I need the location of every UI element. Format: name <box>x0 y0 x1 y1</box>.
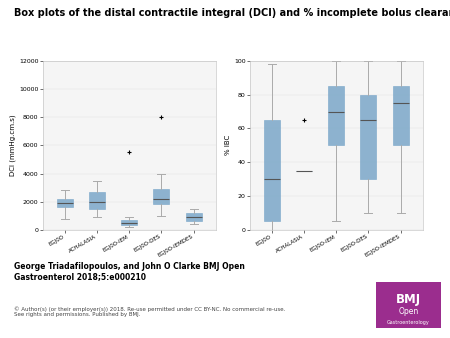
PathPatch shape <box>153 189 170 204</box>
PathPatch shape <box>392 86 409 145</box>
Y-axis label: DCI (mmHg.cm.s): DCI (mmHg.cm.s) <box>10 115 16 176</box>
Text: © Author(s) (or their employer(s)) 2018. Re-use permitted under CC BY-NC. No com: © Author(s) (or their employer(s)) 2018.… <box>14 306 285 317</box>
PathPatch shape <box>360 95 377 179</box>
Text: Gastroenterology: Gastroenterology <box>387 320 430 325</box>
Y-axis label: % IBC: % IBC <box>225 135 231 155</box>
PathPatch shape <box>57 199 73 207</box>
PathPatch shape <box>185 213 202 221</box>
PathPatch shape <box>328 86 344 145</box>
PathPatch shape <box>89 192 105 209</box>
Text: Box plots of the distal contractile integral (DCI) and % incomplete bolus cleara: Box plots of the distal contractile inte… <box>14 8 450 19</box>
Text: Open: Open <box>398 307 418 316</box>
PathPatch shape <box>122 220 137 225</box>
PathPatch shape <box>264 120 280 221</box>
Text: BMJ: BMJ <box>396 293 421 306</box>
Text: George Triadafilopoulos, and John O Clarke BMJ Open
Gastroenterol 2018;5:e000210: George Triadafilopoulos, and John O Clar… <box>14 262 244 281</box>
